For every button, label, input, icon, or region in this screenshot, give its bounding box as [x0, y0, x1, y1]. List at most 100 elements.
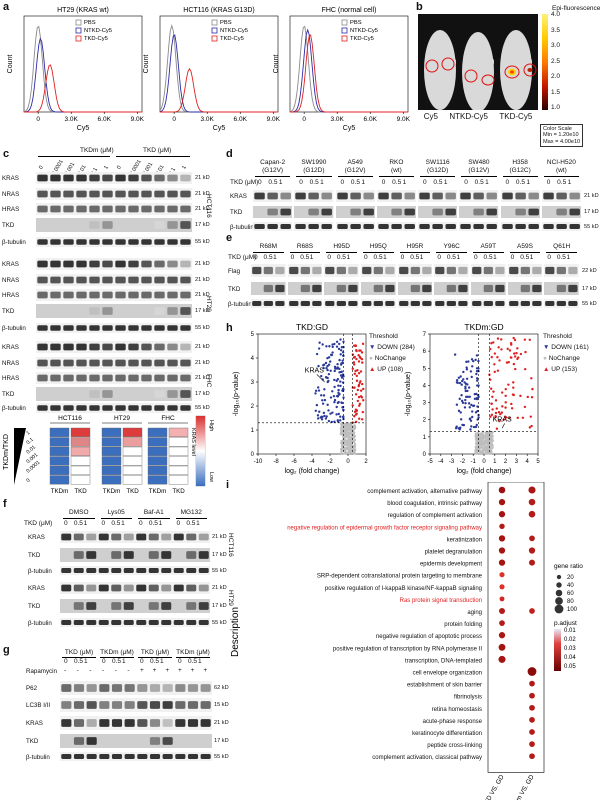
volcano-point-nochange [345, 440, 349, 443]
heatmap-cell [122, 427, 143, 437]
volcano-xlabel: log₂ (fold change) [285, 468, 340, 475]
e-blot-band [362, 300, 372, 307]
c-blot-9-band [141, 325, 152, 331]
e-conc: 1 [493, 254, 497, 261]
dotplot-term: cell envelope organization [413, 671, 482, 677]
e-blot-band [421, 300, 432, 307]
heatmap-cell [70, 446, 91, 456]
volcano-point-down [339, 419, 342, 422]
volcano-point-down [315, 352, 319, 356]
flow-curve-ntkd [159, 34, 278, 113]
c-blot-12 [36, 372, 192, 384]
e-group-line [473, 252, 504, 253]
c-blot-9-band [102, 325, 113, 331]
c-kd-label: 21 kD [195, 292, 210, 298]
c-blot-1-band [167, 190, 178, 198]
volcano-point-down [457, 409, 461, 413]
dotplot-dot [498, 535, 506, 542]
flow-curve-tkd [24, 64, 142, 113]
heatmap-cell [122, 465, 143, 475]
e-blot-band [300, 300, 310, 307]
c-conc-label: 0 [116, 164, 123, 171]
c-blot-14-band [102, 405, 113, 411]
d-group-line [255, 176, 291, 177]
dotplot-term: epidermis development [420, 562, 482, 568]
volcano-point-down [470, 375, 473, 379]
c-kd-label: 21 kD [195, 191, 210, 197]
c-row-label: TKD [2, 391, 15, 398]
volcano-point-down [321, 343, 324, 346]
heatmap-cell [101, 427, 122, 437]
heatmap-xlabel: TKDm [103, 488, 121, 495]
c-blot-7-band [167, 291, 178, 299]
volcano-point-up [523, 338, 527, 341]
e-conc: 0 [364, 254, 368, 261]
g-conc: 0.5 [150, 658, 160, 665]
c-blot-4-band [141, 239, 152, 245]
volcano-point-up [516, 357, 519, 361]
c-blot-9-band [128, 325, 139, 331]
d-blot-band [569, 208, 580, 216]
c-blot-8-band [167, 307, 178, 315]
volcano-point-down [477, 359, 480, 363]
c-blot-13-band [154, 390, 165, 398]
volcano-point-nochange [340, 430, 344, 434]
dotplot-dot [528, 486, 536, 494]
c-blot-10-band [50, 343, 61, 351]
c-blot-1-band [102, 190, 113, 198]
dotplot-dot [498, 547, 506, 554]
volcano-xtick-label: -4 [438, 459, 444, 465]
c-blot-6 [36, 274, 192, 286]
g-conc: 0.5 [112, 658, 122, 665]
f-kd: 55 kD [212, 619, 227, 626]
e-mutant: A59T [480, 243, 497, 250]
c-blot-11-band [63, 359, 74, 367]
volcano-legend-marker: ● [369, 355, 375, 362]
f-group-line [100, 518, 132, 519]
volcano-point-up [355, 379, 359, 382]
d-blot [459, 206, 499, 218]
g-blot-band [61, 753, 72, 760]
g-header: TKD (μM) [140, 649, 170, 656]
f-blot-band [123, 551, 134, 559]
volcano-point-down [337, 412, 340, 416]
c-row-label: HRAS [2, 292, 20, 299]
volcano-point-down [459, 375, 462, 378]
volcano-point-down [326, 403, 329, 407]
g-rapamycin-sign: - [89, 667, 92, 674]
volcano-point-nochange [347, 435, 350, 438]
c-kd-label: 21 kD [195, 277, 210, 283]
volcano-point-nochange [344, 422, 348, 426]
c-blot-14-band [154, 405, 165, 411]
volcano-point-down [331, 390, 334, 393]
g-blot [60, 734, 212, 748]
c-blot-0-band [102, 174, 113, 182]
volcano-xtick-label: 5 [536, 459, 540, 465]
f-blot-band [186, 584, 197, 592]
epi-fluorescence-title: Epi-fluorescence [552, 5, 601, 12]
flow-title-2: FHC (normal cell) [322, 7, 377, 14]
c-blot-0-band [180, 174, 191, 182]
heatmap-cell [49, 456, 70, 466]
flow-legend-text: NTKD-Cy5 [350, 28, 378, 34]
e-conc: 0.5 [336, 254, 346, 261]
e-blot-band [508, 300, 519, 307]
f-blot-band [86, 602, 97, 610]
c-kd-label: 17 kD [195, 308, 210, 314]
color-legend-label: 0.02 [564, 637, 576, 643]
volcano-point-down [321, 378, 324, 381]
volcano-point-nochange [350, 428, 354, 431]
panel-label-b: b [416, 1, 423, 13]
d-conc: 0 [505, 179, 510, 186]
e-conc: 1 [456, 254, 461, 261]
volcano-point-up [504, 387, 507, 391]
g-blot [60, 698, 212, 712]
g-blot-band [124, 719, 135, 727]
c-blot-0-band [115, 174, 126, 182]
volcano-point-nochange [483, 452, 487, 455]
g-blot-band [73, 701, 85, 709]
c-blot-14 [36, 403, 192, 413]
volcano-point-up [352, 361, 356, 364]
volcano-point-down [457, 376, 461, 379]
volcano-point-down [314, 389, 318, 393]
